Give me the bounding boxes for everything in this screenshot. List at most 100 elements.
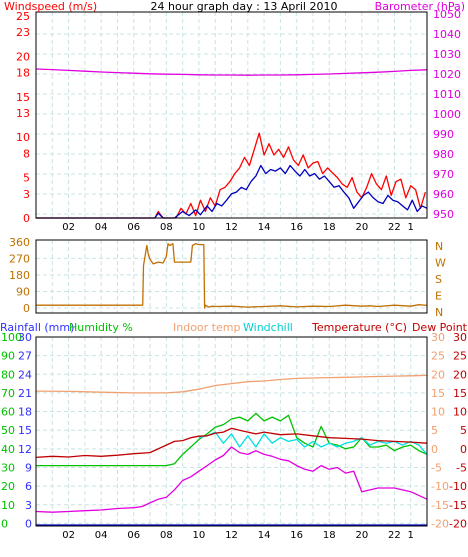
barometer-tick-label: 1050	[433, 8, 461, 21]
temperature-tick-label: -5	[456, 461, 467, 474]
windspeed-tick-label: 3	[23, 188, 30, 201]
barometer-tick-label: 1020	[433, 68, 461, 81]
indoor-temp-label: Indoor temp	[173, 321, 240, 334]
temperature-line	[35, 427, 428, 459]
grid-layer	[36, 12, 427, 526]
dewpoint-label: Dew Point	[412, 321, 468, 334]
humidity-axis-label: Humidity %	[69, 321, 133, 334]
temperature-tick-label: -15	[449, 499, 467, 512]
windspeed-tick-label: 5	[23, 172, 30, 185]
panel1-x-tick-label: 08	[160, 222, 173, 233]
barometer-line	[35, 68, 428, 76]
rainfall-tick-label: 24	[18, 368, 32, 381]
rainfall-tick-label: 21	[18, 387, 32, 400]
series-layer	[35, 68, 428, 526]
windspeed-tick-label: 15	[16, 91, 30, 104]
indoor-temp-tick-label: 30	[431, 331, 445, 344]
panel1-x-tick-label: 20	[355, 222, 368, 233]
rainfall-tick-label: 9	[25, 461, 32, 474]
panel3-x-tick-label: 20	[355, 530, 368, 541]
windspeed-gust-line	[36, 132, 427, 219]
windspeed-tick-label: 25	[16, 10, 30, 23]
rainfall-tick-label: 6	[25, 480, 32, 493]
compass-tick-label: W	[435, 256, 446, 269]
panel1-x-tick-label: 14	[258, 222, 271, 233]
temperature-tick-label: 15	[453, 387, 467, 400]
panel1-x-tick-label: 16	[290, 222, 303, 233]
humidity-tick-label: 10	[1, 499, 15, 512]
wind-direction-line	[36, 243, 428, 309]
barometer-tick-label: 990	[433, 128, 454, 141]
temperature-tick-label: 25	[453, 350, 467, 363]
barometer-tick-label: 980	[433, 148, 454, 161]
dewpoint-line	[35, 446, 428, 513]
barometer-axis-label: Barometer (hPa)	[375, 0, 465, 13]
humidity-tick-label: 50	[1, 424, 15, 437]
panel1-x-tick-label: 04	[95, 222, 108, 233]
windspeed-avg-line	[36, 164, 428, 219]
compass-tick-label: E	[435, 289, 442, 302]
windspeed-tick-label: 18	[16, 67, 30, 80]
rainfall-tick-label: 30	[18, 331, 32, 344]
indoor-temp-tick-label: 15	[431, 387, 445, 400]
temperature-tick-label: 10	[453, 406, 467, 419]
barometer-tick-label: 1010	[433, 88, 461, 101]
indoor-temp-line	[35, 374, 428, 394]
humidity-tick-label: 40	[1, 443, 15, 456]
windchill-label: Windchill	[243, 321, 293, 334]
direction-tick-label: 180	[9, 269, 30, 282]
panel3-x-tick-label: 22	[388, 530, 401, 541]
panel1-x-tick-label: 18	[323, 222, 336, 233]
windspeed-tick-label: 20	[16, 50, 30, 63]
windspeed-tick-label: 8	[23, 147, 30, 160]
rainfall-axis-label: Rainfall (mm)	[0, 321, 74, 334]
humidity-tick-label: 20	[1, 480, 15, 493]
rainfall-tick-label: 27	[18, 350, 32, 363]
frame-layer	[35, 11, 428, 527]
windspeed-tick-label: 10	[16, 131, 30, 144]
barometer-tick-label: 1030	[433, 48, 461, 61]
humidity-tick-label: 70	[1, 387, 15, 400]
barometer-tick-label: 1040	[433, 28, 461, 41]
panel1-x-tick-label: 06	[127, 222, 140, 233]
temperature-tick-label: 30	[453, 331, 467, 344]
panel3-x-tick-label: 14	[258, 530, 271, 541]
panel3-x-tick-label: 12	[225, 530, 238, 541]
rainfall-tick-label: 18	[18, 406, 32, 419]
panel3-x-tick-label: 10	[193, 530, 206, 541]
rainfall-tick-label: 3	[25, 499, 32, 512]
barometer-tick-label: 970	[433, 168, 454, 181]
windspeed-axis-label: Windspeed (m/s)	[4, 0, 97, 13]
direction-tick-label: 90	[16, 285, 30, 298]
panel1-x-tick-label: 22	[388, 222, 401, 233]
panel3-x-tick-label: 06	[127, 530, 140, 541]
indoor-temp-tick-label: 25	[431, 350, 445, 363]
humidity-tick-label: 30	[1, 461, 15, 474]
windspeed-tick-label: 0	[23, 212, 30, 225]
panel1-x-tick-label: 12	[225, 222, 238, 233]
panel3-x-tick-label: 02	[62, 530, 75, 541]
indoor-temp-tick-label: -10	[431, 480, 449, 493]
temperature-tick-label: 5	[460, 424, 467, 437]
barometer-tick-label: 1000	[433, 108, 461, 121]
tick-layer: 0358101315182023259509609709809901000101…	[1, 8, 467, 541]
indoor-temp-tick-label: -5	[431, 461, 442, 474]
panel1-x-tick-label: 1	[408, 222, 414, 233]
compass-tick-label: N	[435, 240, 443, 253]
panel3-x-tick-label: 08	[160, 530, 173, 541]
panel3-x-tick-label: 16	[290, 530, 303, 541]
indoor-temp-tick-label: 20	[431, 368, 445, 381]
humidity-tick-label: 60	[1, 406, 15, 419]
indoor-temp-tick-label: -20	[431, 517, 449, 530]
panel3-x-tick-label: 18	[323, 530, 336, 541]
compass-tick-label: S	[435, 273, 442, 286]
temperature-axis-label: Temperature (°C)	[311, 321, 407, 334]
humidity-tick-label: 0	[1, 517, 8, 530]
temperature-tick-label: 20	[453, 368, 467, 381]
panel3-x-tick-label: 04	[95, 530, 108, 541]
compass-tick-label: N	[435, 306, 443, 319]
temperature-tick-label: 0	[460, 443, 467, 456]
rainfall-tick-label: 12	[18, 443, 32, 456]
rainfall-tick-label: 0	[25, 517, 32, 530]
